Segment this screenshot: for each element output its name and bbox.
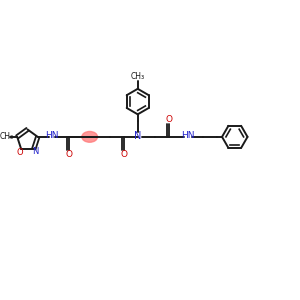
Text: CH₃: CH₃ (0, 132, 14, 141)
Text: O: O (66, 150, 73, 159)
Text: CH₃: CH₃ (131, 72, 145, 81)
Text: N: N (33, 147, 39, 156)
Ellipse shape (82, 131, 98, 142)
Text: O: O (166, 115, 172, 124)
Text: O: O (121, 150, 128, 159)
Text: HN: HN (181, 131, 194, 140)
Text: O: O (17, 148, 23, 157)
Text: HN: HN (45, 131, 58, 140)
Text: N: N (134, 131, 141, 141)
